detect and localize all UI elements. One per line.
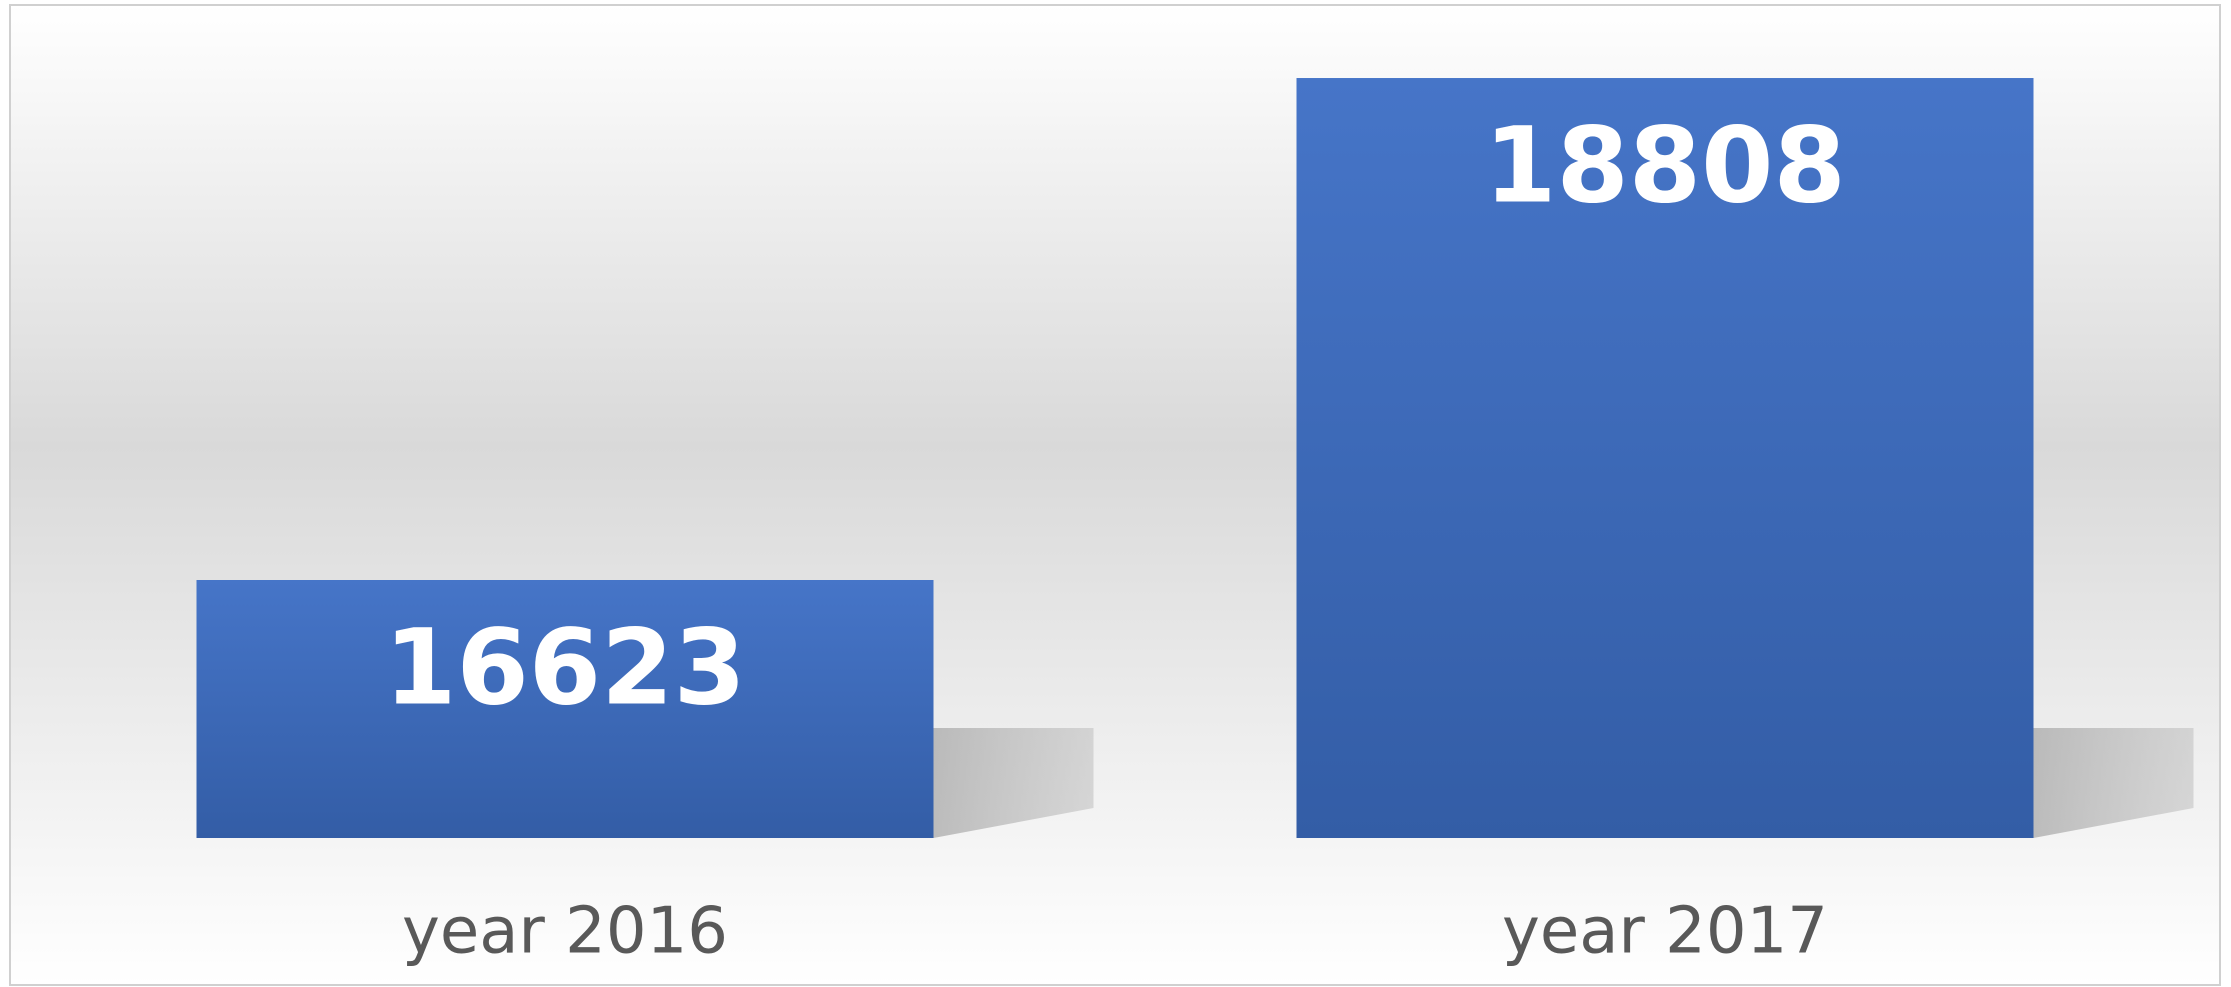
- shadow-layer: [933, 728, 2194, 838]
- bar-shadow: [933, 728, 1094, 838]
- data-label: 16623: [384, 606, 746, 728]
- x-tick-label: year 2017: [1502, 895, 1828, 969]
- bar-shadow: [2033, 728, 2194, 838]
- x-tick-label: year 2016: [402, 895, 728, 969]
- data-label: 18808: [1484, 104, 1846, 226]
